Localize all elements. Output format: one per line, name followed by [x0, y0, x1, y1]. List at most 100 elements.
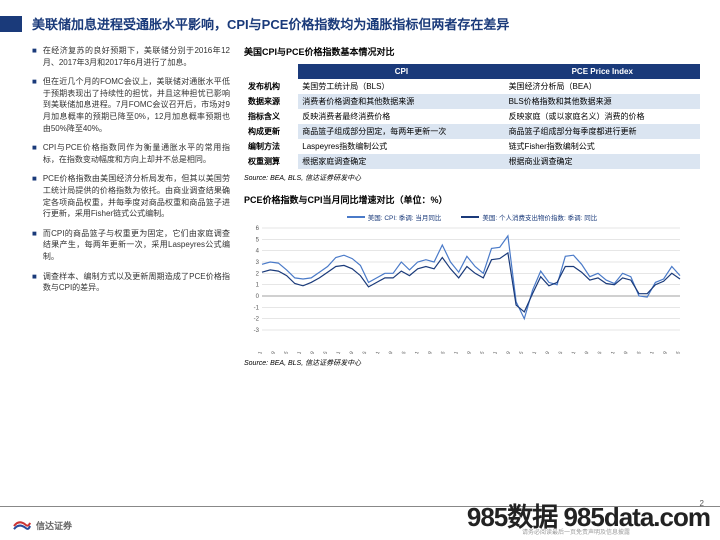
- row-label: 数据来源: [244, 94, 298, 109]
- svg-text:3: 3: [256, 260, 260, 266]
- legend-label: 美国: 个人消费支出物价指数: 季调: 同比: [482, 212, 597, 222]
- bullet-item: ■ 调查样本、编制方式以及更新周期造成了PCE价格指数与CPI的差异。: [32, 271, 230, 294]
- svg-text:2015-05: 2015-05: [631, 350, 643, 354]
- svg-text:2004-01: 2004-01: [409, 350, 421, 354]
- table-header: CPI: [298, 64, 504, 79]
- bullet-mark: ■: [32, 173, 37, 219]
- svg-text:2017-05: 2017-05: [670, 350, 682, 354]
- svg-text:2000-01: 2000-01: [330, 350, 342, 354]
- bullet-item: ■但在近几个月的FOMC会议上，美联储对通胀水平低于预期表现出了持续性的担忧，并…: [32, 76, 230, 134]
- cell: 反映家庭（或以家庭名义）消费的价格: [505, 109, 700, 124]
- bullet-mark: ■: [32, 228, 37, 263]
- table-row: 构成更新商品篮子组成部分固定，每两年更新一次商品篮子组成部分每季度都进行更新: [244, 124, 700, 139]
- bullet-text: 而CPI的商品篮子与权重更为固定，它们由家庭调查结果产生，每两年更新一次，采用L…: [43, 228, 230, 263]
- table-row: 编制方法Laspeyres指数编制公式链式Fisher指数编制公式: [244, 139, 700, 154]
- svg-text:5: 5: [256, 237, 260, 243]
- row-label: 指标含义: [244, 109, 298, 124]
- svg-text:2011-05: 2011-05: [553, 350, 565, 354]
- svg-text:2016-01: 2016-01: [644, 350, 656, 354]
- table-row: 权重测算根据家庭调查确定根据商业调查确定: [244, 154, 700, 169]
- svg-text:2002-09: 2002-09: [383, 350, 395, 354]
- cell: Laspeyres指数编制公式: [298, 139, 504, 154]
- legend-swatch: [461, 216, 479, 218]
- row-label: 发布机构: [244, 79, 298, 94]
- table-source: Source: BEA, BLS, 信达证券研发中心: [244, 173, 700, 183]
- legend-swatch: [347, 216, 365, 218]
- svg-text:1997-05: 1997-05: [278, 350, 290, 354]
- table-title: 美国CPI与PCE价格指数基本情况对比: [244, 45, 700, 58]
- chart-section: PCE价格指数与CPI当月同比增速对比（单位：%） 美国: CPI: 季调: 当…: [244, 193, 700, 368]
- line-chart: 6543210-1-2-31996-011996-091997-051998-0…: [244, 224, 684, 354]
- chart-title: PCE价格指数与CPI当月同比增速对比（单位：%）: [244, 193, 700, 206]
- svg-text:2005-05: 2005-05: [435, 350, 447, 354]
- bullet-mark: ■: [32, 271, 37, 294]
- table-row: 指标含义反映消费者最终消费价格反映家庭（或以家庭名义）消费的价格: [244, 109, 700, 124]
- svg-text:2: 2: [256, 271, 260, 277]
- svg-text:1: 1: [256, 283, 260, 289]
- legend-item: 美国: 个人消费支出物价指数: 季调: 同比: [461, 212, 597, 222]
- svg-text:2000-09: 2000-09: [343, 350, 355, 354]
- bullet-mark: ■: [32, 45, 37, 68]
- svg-text:-3: -3: [254, 328, 260, 334]
- bullet-text: 但在近几个月的FOMC会议上，美联储对通胀水平低于预期表现出了持续性的担忧，并且…: [43, 76, 230, 134]
- logo-text: 信达证券: [36, 519, 72, 532]
- bullet-text: CPI与PCE价格指数同作为衡量通胀水平的常用指标，在指数变动幅度和方向上却并不…: [43, 142, 230, 165]
- bullet-mark: ■: [32, 142, 37, 165]
- row-label: 编制方法: [244, 139, 298, 154]
- chart-source: Source: BEA, BLS, 信达证券研发中心: [244, 358, 700, 368]
- svg-text:-1: -1: [254, 305, 260, 311]
- right-column: 美国CPI与PCE价格指数基本情况对比 CPIPCE Price Index发布…: [244, 45, 700, 368]
- svg-text:2013-05: 2013-05: [592, 350, 604, 354]
- svg-text:2014-09: 2014-09: [618, 350, 630, 354]
- bullet-mark: ■: [32, 76, 37, 134]
- comparison-table: CPIPCE Price Index发布机构美国劳工统计局（BLS）美国经济分析…: [244, 64, 700, 169]
- svg-text:2010-01: 2010-01: [526, 350, 538, 354]
- table-row: 发布机构美国劳工统计局（BLS）美国经济分析局（BEA）: [244, 79, 700, 94]
- svg-text:1996-09: 1996-09: [265, 350, 277, 354]
- bullet-text: 调查样本、编制方式以及更新周期造成了PCE价格指数与CPI的差异。: [43, 271, 230, 294]
- svg-text:4: 4: [256, 249, 260, 255]
- svg-text:2008-01: 2008-01: [487, 350, 499, 354]
- svg-text:2002-01: 2002-01: [370, 350, 382, 354]
- svg-text:6: 6: [256, 226, 260, 232]
- svg-text:1999-05: 1999-05: [317, 350, 329, 354]
- cell: 商品篮子组成部分固定，每两年更新一次: [298, 124, 504, 139]
- svg-text:2014-01: 2014-01: [605, 350, 617, 354]
- cell: 反映消费者最终消费价格: [298, 109, 504, 124]
- svg-text:2006-09: 2006-09: [461, 350, 473, 354]
- legend-label: 美国: CPI: 季调: 当月同比: [368, 212, 442, 222]
- cell: BLS价格指数和其他数据来源: [505, 94, 700, 109]
- svg-text:2016-09: 2016-09: [657, 350, 669, 354]
- bullet-item: ■而CPI的商品篮子与权重更为固定，它们由家庭调查结果产生，每两年更新一次，采用…: [32, 228, 230, 263]
- svg-text:2012-09: 2012-09: [579, 350, 591, 354]
- svg-text:1998-01: 1998-01: [291, 350, 303, 354]
- row-label: 权重测算: [244, 154, 298, 169]
- cell: 商品篮子组成部分每季度都进行更新: [505, 124, 700, 139]
- table-header: [244, 64, 298, 79]
- header-accent-bar: [0, 16, 22, 32]
- legend-item: 美国: CPI: 季调: 当月同比: [347, 212, 442, 222]
- svg-text:2001-05: 2001-05: [356, 350, 368, 354]
- chart-legend: 美国: CPI: 季调: 当月同比 美国: 个人消费支出物价指数: 季调: 同比: [244, 212, 700, 222]
- svg-text:1998-09: 1998-09: [304, 350, 316, 354]
- table-header: PCE Price Index: [505, 64, 700, 79]
- header: 美联储加息进程受通胀水平影响，CPI与PCE价格指数均为通胀指标但两者存在差异: [0, 0, 720, 41]
- svg-text:2003-05: 2003-05: [396, 350, 408, 354]
- logo-icon: [12, 518, 32, 534]
- svg-text:2010-09: 2010-09: [539, 350, 551, 354]
- company-logo: 信达证券: [12, 518, 72, 534]
- bullet-item: ■PCE价格指数由美国经济分析局发布，但其以美国劳工统计局提供的价格指数为依托。…: [32, 173, 230, 219]
- cell: 链式Fisher指数编制公式: [505, 139, 700, 154]
- cell: 消费者价格调查和其他数据来源: [298, 94, 504, 109]
- row-label: 构成更新: [244, 124, 298, 139]
- page-title: 美联储加息进程受通胀水平影响，CPI与PCE价格指数均为通胀指标但两者存在差异: [32, 14, 509, 33]
- svg-text:1996-01: 1996-01: [252, 350, 264, 354]
- bullet-item: ■ CPI与PCE价格指数同作为衡量通胀水平的常用指标，在指数变动幅度和方向上却并…: [32, 142, 230, 165]
- table-row: 数据来源消费者价格调查和其他数据来源BLS价格指数和其他数据来源: [244, 94, 700, 109]
- cell: 美国劳工统计局（BLS）: [298, 79, 504, 94]
- svg-text:2004-09: 2004-09: [422, 350, 434, 354]
- bullet-text: 在经济复苏的良好预期下，美联储分别于2016年12月、2017年3月和2017年…: [43, 45, 230, 68]
- watermark: 985数据 985data.com: [467, 497, 710, 534]
- bullet-text: PCE价格指数由美国经济分析局发布，但其以美国劳工统计局提供的价格指数为依托。由…: [43, 173, 230, 219]
- content-area: ■ 在经济复苏的良好预期下，美联储分别于2016年12月、2017年3月和2017…: [0, 41, 720, 368]
